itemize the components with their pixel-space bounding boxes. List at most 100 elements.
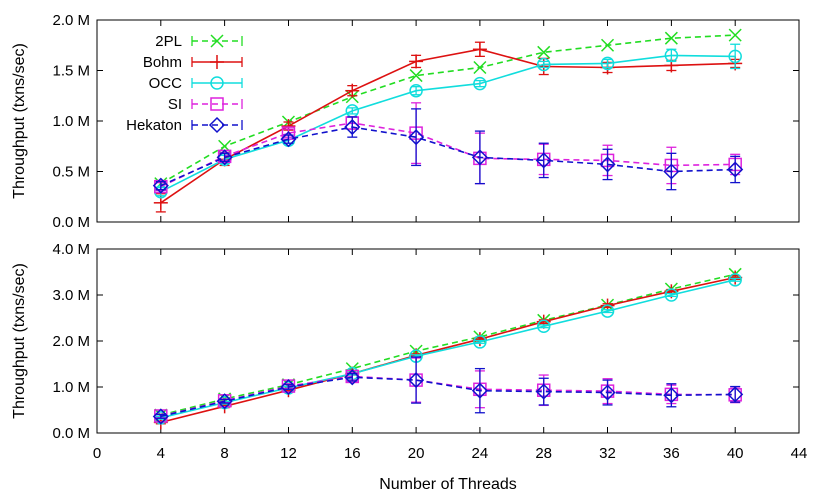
series-line <box>160 273 736 416</box>
legend-item-2pl: 2PL <box>155 33 243 50</box>
x-tick-label: 0 <box>93 445 101 462</box>
data-point <box>536 319 551 334</box>
series-bohm <box>153 270 743 430</box>
error-bar <box>411 108 422 167</box>
data-point <box>473 335 487 349</box>
data-point <box>408 372 425 389</box>
x-tick-label: 28 <box>535 445 552 462</box>
data-point <box>727 161 744 178</box>
error-bar <box>602 379 613 406</box>
series-line <box>160 34 736 185</box>
legend-marker <box>208 116 226 134</box>
data-point <box>663 163 680 180</box>
legend-item-bohm: Bohm <box>143 54 243 71</box>
data-point <box>280 378 297 396</box>
x-tick-label: 36 <box>663 445 680 462</box>
data-point <box>473 60 487 75</box>
error-bar <box>474 79 485 88</box>
error-bar <box>730 277 741 282</box>
series-occ <box>154 43 742 199</box>
series-line <box>160 276 736 424</box>
top-y-tick-label: 1.5 M <box>52 63 90 80</box>
x-tick-label: 20 <box>408 445 425 462</box>
top-y-axis-label: Throughput (txns/sec) <box>11 43 28 199</box>
series-line <box>160 375 736 417</box>
legend-label: SI <box>168 96 182 113</box>
data-point <box>409 54 424 69</box>
error-bar <box>538 324 549 329</box>
error-bar <box>283 384 294 390</box>
series-si <box>154 357 742 423</box>
bottom-y-tick-label: 1.0 M <box>52 379 90 396</box>
data-point <box>345 83 360 98</box>
error-bar <box>155 413 166 419</box>
data-point <box>664 31 678 45</box>
data-point <box>535 152 552 169</box>
bottom-y-tick-label: 0.0 M <box>52 425 90 442</box>
x-tick-label: 32 <box>599 445 616 462</box>
series-2pl <box>154 28 742 191</box>
data-point <box>344 118 361 136</box>
x-tick-label: 4 <box>157 445 165 462</box>
data-point <box>473 76 487 91</box>
top-y-tick-label: 0.0 M <box>52 214 90 231</box>
top-y-tick-marks <box>97 19 799 223</box>
error-bar <box>538 142 549 179</box>
legend-item-occ: OCC <box>149 75 243 92</box>
legend-bar-ends <box>191 99 243 109</box>
x-tick-label: 16 <box>344 445 361 462</box>
data-point <box>727 386 744 403</box>
data-point <box>663 387 680 404</box>
legend-bar-ends <box>191 57 243 67</box>
error-bar <box>347 107 358 115</box>
data-point <box>152 177 169 194</box>
data-point <box>471 382 488 399</box>
top-plot-frame <box>96 19 800 223</box>
error-bar <box>219 398 230 404</box>
series-hekaton <box>152 356 744 425</box>
series-si <box>154 102 742 194</box>
legend-marker <box>210 34 224 48</box>
bottom-series-group <box>152 267 744 430</box>
top-y-tick-label: 2.0 M <box>52 12 90 29</box>
legend-item-hekaton: Hekaton <box>126 116 243 134</box>
top-y-tick-label: 1.0 M <box>52 113 90 130</box>
series-line <box>160 54 736 193</box>
legend-bar-ends <box>191 120 243 130</box>
series-hekaton <box>152 108 744 194</box>
data-point <box>600 304 615 318</box>
error-bar <box>474 367 485 414</box>
error-bar <box>602 148 613 181</box>
error-bar <box>411 356 422 404</box>
error-bar <box>730 43 741 70</box>
data-point <box>728 49 742 64</box>
data-point <box>216 149 233 166</box>
error-bar <box>474 130 485 185</box>
data-point <box>471 149 488 166</box>
legend-marker <box>210 55 224 69</box>
series-line <box>160 279 736 419</box>
bottom-panel: 0.0 M 1.0 M 2.0 M 3.0 M 4.0 M 0 4 8 12 1… <box>11 241 807 493</box>
top-y-tick-labels: 0.0 M 0.5 M 1.0 M 1.5 M 2.0 M <box>52 12 90 231</box>
bottom-y-tick-label: 4.0 M <box>52 241 90 258</box>
data-point <box>408 129 425 146</box>
data-point <box>601 38 615 52</box>
bottom-y-axis-label: Throughput (txns/sec) <box>11 263 28 419</box>
data-point <box>216 393 233 410</box>
series-line <box>160 122 736 188</box>
top-x-tick-marks <box>96 20 800 222</box>
series-line <box>160 48 736 204</box>
x-tick-label: 44 <box>791 445 808 462</box>
legend-marker <box>210 76 224 90</box>
error-bar <box>538 377 549 406</box>
data-point <box>409 83 423 98</box>
series-line <box>160 126 736 187</box>
legend-marker <box>210 97 224 111</box>
data-point <box>344 369 361 386</box>
data-point <box>728 270 743 285</box>
error-bar <box>602 309 613 314</box>
error-bar <box>666 152 677 191</box>
top-series-group <box>152 28 744 213</box>
bottom-y-tick-label: 3.0 M <box>52 287 90 304</box>
